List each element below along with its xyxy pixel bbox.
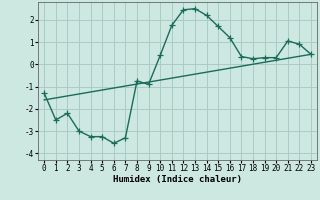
X-axis label: Humidex (Indice chaleur): Humidex (Indice chaleur) <box>113 175 242 184</box>
